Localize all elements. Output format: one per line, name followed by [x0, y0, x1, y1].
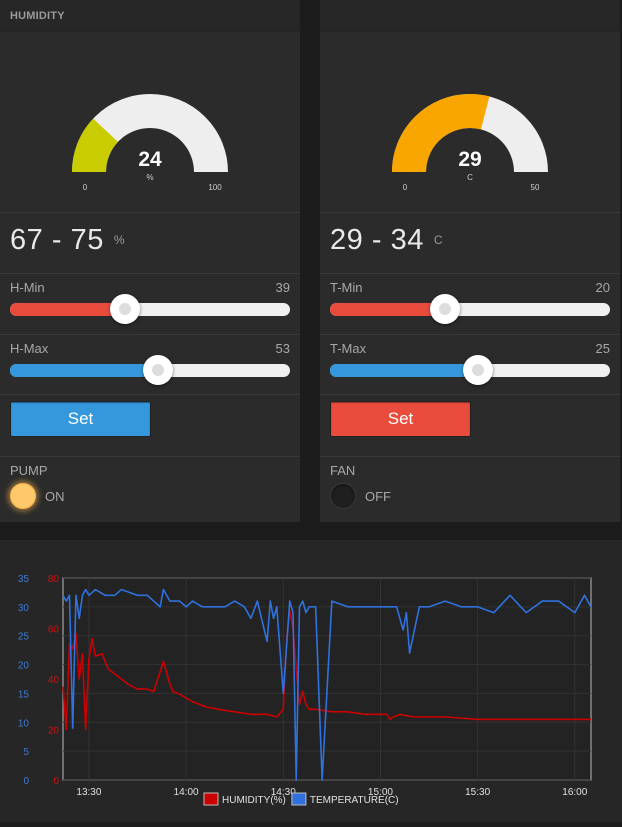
range-separator: - [51, 224, 62, 256]
tmin-slider[interactable] [330, 294, 610, 324]
legend-label: TEMPERATURE(C) [310, 795, 399, 806]
humidity-range-high: 75 [70, 224, 104, 256]
legend-swatch [291, 792, 307, 806]
pump-state: ON [45, 489, 65, 504]
hmin-slider-handle[interactable] [109, 294, 140, 324]
x-tick-label: 14:00 [174, 787, 199, 798]
y-right-tick-label: 40 [48, 675, 60, 686]
fan-state: OFF [365, 489, 391, 504]
divider [0, 394, 300, 395]
pump-label: PUMP [10, 463, 48, 478]
tmax-slider-handle[interactable] [463, 355, 494, 385]
humidity-range-low: 67 [10, 224, 44, 256]
gauge-min-label: 0 [403, 183, 408, 192]
tmax-value: 25 [595, 341, 610, 356]
pump-indicator-icon[interactable] [10, 483, 36, 509]
divider [0, 334, 300, 335]
temperature-range-high: 34 [390, 224, 424, 256]
hmax-slider-fill [10, 364, 159, 377]
tmin-value: 20 [595, 280, 610, 295]
y-left-tick-label: 15 [18, 689, 30, 700]
divider [320, 456, 620, 457]
hmin-label: H-Min [10, 280, 45, 295]
gauge-max-label: 100 [208, 183, 222, 192]
tmin-label: T-Min [330, 280, 363, 295]
temperature-card: 29 C 0 50 29 - 34 C T-Min 20 T-Max 25 Set F… [320, 0, 620, 522]
fan-indicator-icon[interactable] [330, 483, 356, 509]
hmax-label: H-Max [10, 341, 49, 356]
y-left-tick-label: 0 [23, 776, 29, 787]
legend-swatch [203, 792, 219, 806]
hmin-slider[interactable] [10, 294, 290, 324]
gauge-unit: % [146, 173, 153, 182]
tmax-slider-fill [330, 364, 479, 377]
history-chart-panel: 13:30 14:00 14:30 15:00 15:30 16:00 0 5 10 15 20 25… [0, 540, 622, 822]
fan-label: FAN [330, 463, 356, 478]
temperature-gauge: 29 C 0 50 [392, 94, 548, 192]
hmax-value: 53 [275, 341, 290, 356]
divider [320, 334, 620, 335]
y-right-tick-label: 80 [48, 574, 60, 585]
y-left-tick-label: 25 [18, 632, 30, 643]
y-right-tick-label: 0 [53, 776, 59, 787]
hmax-slider-handle[interactable] [143, 355, 174, 385]
history-chart: 13:30 14:00 14:30 15:00 15:30 16:00 0 5 10 15 20 25… [18, 574, 592, 806]
divider [320, 394, 620, 395]
temperature-range-low: 29 [330, 224, 364, 256]
temperature-set-button[interactable]: Set [330, 401, 471, 437]
hmin-value: 39 [275, 280, 290, 295]
tmin-slider-fill [330, 303, 445, 316]
temperature-range-unit: C [433, 233, 443, 247]
humidity-range-unit: % [113, 233, 125, 247]
series-line-temperature [62, 588, 592, 781]
gauge-unit: C [467, 173, 473, 182]
tmax-label: T-Max [330, 341, 367, 356]
humidity-card: HUMIDITY 24% 0 100 67 - 75 % H-Min 39 H-Ma… [0, 0, 300, 522]
y-left-tick-label: 30 [18, 603, 30, 614]
hmin-slider-fill [10, 303, 125, 316]
y-left-tick-label: 5 [23, 747, 29, 758]
divider [320, 212, 620, 213]
temperature-range: 29 - 34 [330, 224, 424, 257]
divider [0, 456, 300, 457]
x-tick-label: 14:30 [271, 787, 296, 798]
gauge-value: 24 [138, 148, 162, 171]
y-right-tick-label: 20 [48, 726, 60, 737]
y-right-tick-label: 60 [48, 625, 60, 636]
x-tick-label: 16:00 [562, 787, 587, 798]
series-line-humidity [62, 610, 591, 731]
hmax-slider[interactable] [10, 355, 290, 385]
divider [0, 273, 300, 274]
y-left-tick-label: 20 [18, 661, 30, 672]
gauge-fill [72, 118, 119, 173]
humidity-range: 67 - 75 [10, 224, 104, 257]
y-left-tick-label: 35 [18, 574, 30, 585]
humidity-set-button[interactable]: Set [10, 401, 151, 437]
gauge-max-label: 50 [531, 183, 540, 192]
x-tick-label: 15:00 [368, 787, 393, 798]
x-tick-label: 13:30 [76, 787, 101, 798]
legend-label: HUMIDITY(%) [222, 795, 286, 806]
gauge-value: 29 [458, 148, 481, 171]
humidity-gauge: 24% 0 100 [72, 94, 228, 192]
temperature-card-header [320, 0, 620, 32]
divider [320, 273, 620, 274]
y-left-tick-label: 10 [18, 718, 30, 729]
gauge-min-label: 0 [83, 183, 88, 192]
tmax-slider[interactable] [330, 355, 610, 385]
tmin-slider-handle[interactable] [429, 294, 460, 324]
gauge-fill [392, 94, 490, 173]
x-tick-label: 15:30 [465, 787, 490, 798]
humidity-title: HUMIDITY [10, 10, 65, 22]
range-separator: - [371, 224, 382, 256]
divider [0, 212, 300, 213]
humidity-card-header [0, 0, 300, 32]
